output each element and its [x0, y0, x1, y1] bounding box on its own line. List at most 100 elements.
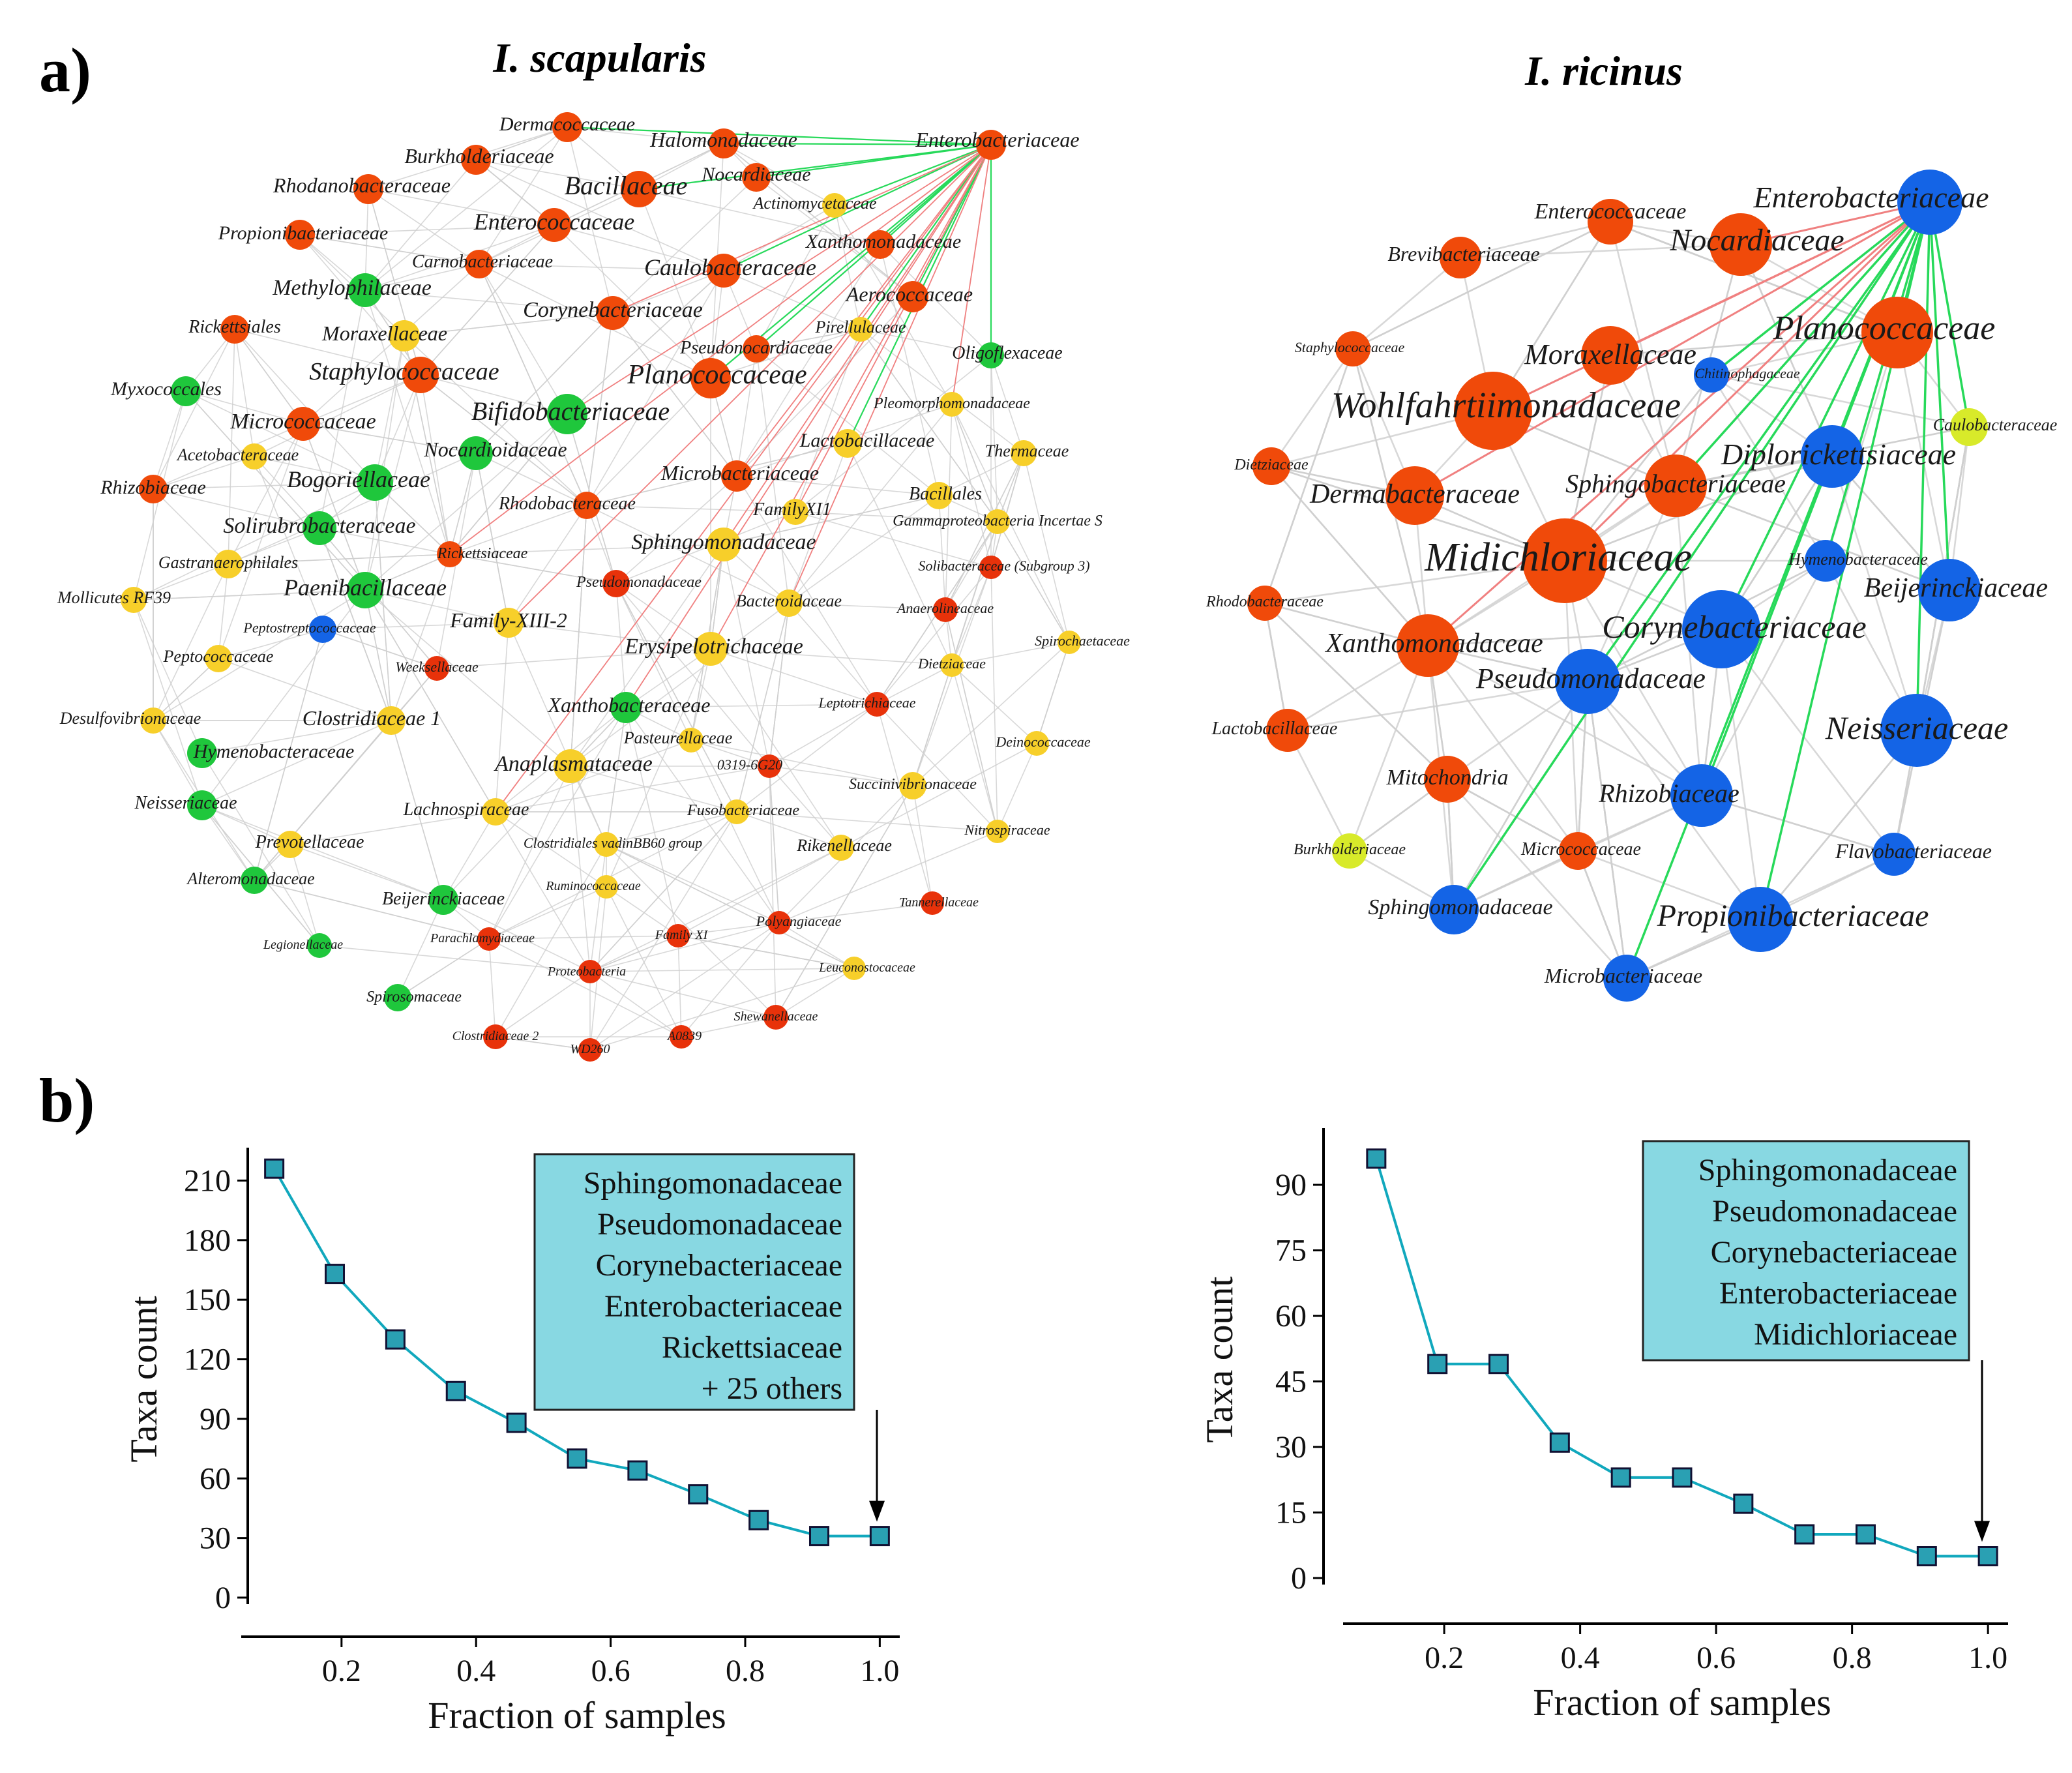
node-halomonadaceae [709, 128, 739, 158]
panel-b-label: b) [39, 1065, 95, 1135]
data-point [325, 1264, 346, 1285]
node-micrococcaceae [286, 407, 320, 441]
edge-gray [736, 244, 881, 477]
node-label-rhodobacteraceae: Rhodobacteraceae [1206, 593, 1324, 610]
edge-gray [1352, 220, 1611, 350]
edge-gray [475, 159, 555, 226]
edge-gray [508, 622, 711, 649]
edge-gray [876, 704, 933, 904]
edge-red [612, 144, 992, 314]
edge-gray [625, 707, 780, 923]
edge-gray [133, 482, 376, 601]
node-label-lactobacillaceae: Lactobacillaceae [1211, 719, 1338, 739]
edge-red [1492, 201, 1931, 412]
edge-gray [479, 127, 568, 265]
edge-gray [945, 521, 998, 610]
node-label-anaerolineaceae: Anaerolineaceae [896, 600, 994, 616]
node-label-enterobacteriaceae: Enterobacteriaceae [1753, 181, 1989, 214]
edge-gray [586, 378, 711, 506]
node-label-rickettsiaceae: Rickettsiaceae [437, 545, 528, 562]
node-label-chitinophagaceae: Chitinophagaceae [1695, 365, 1800, 381]
edge-gray [788, 603, 946, 610]
edge-gray [736, 603, 790, 812]
edge-gray [133, 599, 203, 754]
edge-gray [589, 922, 780, 972]
edge-gray [589, 811, 737, 972]
node-parachlamydiaceae [477, 927, 501, 951]
edge-gray [364, 589, 392, 721]
node-label-gammaproteobacteria-incertae-s: Gammaproteobacteria Incertae S [893, 513, 1103, 529]
edge-gray [769, 766, 780, 923]
node-label-carnobacteriaceae: Carnobacteriaceae [412, 252, 553, 272]
edge-gray [495, 622, 509, 812]
edge-gray [1700, 560, 1827, 796]
node-label-rhodobacteraceae: Rhodobacteraceae [498, 494, 636, 514]
edge-gray [677, 902, 933, 936]
data-point [264, 1158, 285, 1179]
edge-gray [756, 329, 861, 350]
edge-gray [710, 329, 861, 379]
edge-gray [495, 811, 679, 936]
node-0319-6g20 [758, 754, 781, 778]
edge-red [710, 144, 992, 649]
y-axis-title: Taxa count [123, 1296, 165, 1462]
edge-gray [589, 968, 855, 972]
edge-gray [254, 374, 421, 457]
edge-gray [788, 495, 940, 604]
edge-gray [201, 720, 392, 754]
node-label-ruminococcaceae: Ruminococcaceae [545, 879, 641, 893]
node-label-bacteroidaceae: Bacteroidaceae [736, 591, 842, 610]
network-title: I. ricinus [1524, 48, 1683, 94]
edge-gray [710, 648, 842, 848]
node-burkholderiaceae [461, 145, 491, 175]
node-label-caulobacteraceae: Caulobacteraceae [644, 254, 816, 280]
node-deinococcaceae [1024, 731, 1049, 756]
node-sphingomonadaceae [1429, 885, 1479, 934]
node-caulobacteraceae [707, 254, 741, 288]
edge-gray [938, 453, 1024, 496]
edge-gray [488, 766, 571, 940]
node-label-proteobacteria: Proteobacteria [547, 964, 626, 979]
node-label-nocardiaceae: Nocardiaceae [1669, 223, 1844, 258]
edge-gray [508, 622, 607, 845]
edge-gray [876, 704, 998, 832]
node-nocardiaceae [742, 163, 771, 192]
node-label-solibacteraceae-subgroup-3: Solibacteraceae (Subgroup 3) [918, 558, 1089, 574]
edge-gray [488, 938, 496, 1037]
node-thermaceae [1011, 440, 1037, 466]
edge-green [1710, 201, 1931, 376]
edge-gray [778, 922, 855, 969]
edge-gray [254, 456, 376, 483]
edge-gray [736, 348, 757, 477]
node-label-desulfovibrionaceae: Desulfovibrionaceae [59, 709, 201, 728]
edge-gray [228, 329, 235, 565]
node-actinomycetaceae [822, 193, 847, 218]
edge-gray [690, 739, 770, 767]
edge-gray [201, 805, 291, 845]
node-label-propionibacteriaceae: Propionibacteriaceae [1657, 899, 1929, 933]
annotation-line: Sphingomonadaceae [1698, 1153, 1957, 1187]
edge-gray [586, 270, 724, 506]
node-clostridiaceae-2 [483, 1024, 508, 1049]
edge-gray [567, 127, 614, 314]
edge-gray [443, 899, 591, 972]
edge-gray [153, 563, 229, 721]
node-clostridiales-vadinbb60-group [594, 832, 619, 857]
node-corynebacteriaceae [1682, 590, 1760, 668]
node-rhodanobacteraceae [353, 174, 383, 204]
edge-gray [589, 968, 855, 1050]
edge-green [834, 143, 992, 207]
data-point [1549, 1432, 1570, 1453]
node-hymenobacteraceae [1805, 540, 1846, 582]
edge-gray [153, 482, 376, 490]
node-spirosomaceae [384, 984, 411, 1011]
edge-red [788, 144, 992, 604]
node-label-pseudonocardiaceae: Pseudonocardiaceae [679, 338, 833, 358]
node-label-burkholderiaceae: Burkholderiaceae [404, 144, 554, 168]
y-tick-label: 210 [184, 1163, 231, 1198]
edge-red [951, 144, 992, 405]
node-rhodobacteraceae [1247, 586, 1282, 621]
x-tick-label: 0.2 [1425, 1641, 1464, 1675]
edge-gray [612, 177, 757, 314]
